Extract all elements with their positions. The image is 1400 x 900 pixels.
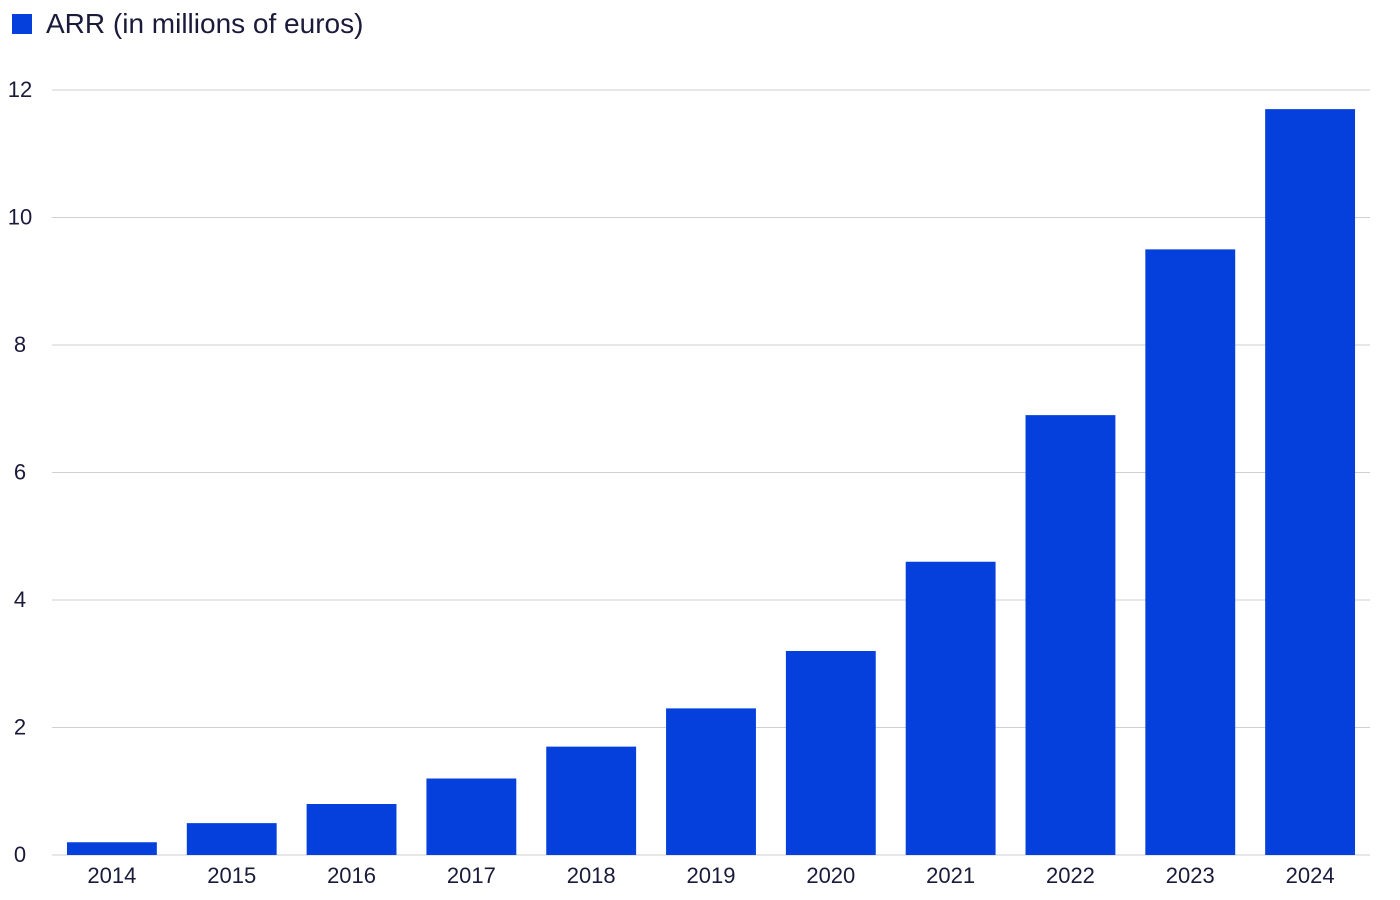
bar-2016 <box>306 804 397 855</box>
bar-2017 <box>426 778 517 855</box>
bar-2018 <box>546 746 637 855</box>
y-tick-label: 0 <box>14 842 26 867</box>
x-tick-label: 2021 <box>926 863 975 888</box>
chart-legend: ARR (in millions of euros) <box>12 8 363 40</box>
x-tick-label: 2023 <box>1166 863 1215 888</box>
x-axis-ticks: 2014 2015 2016 2017 2018 2019 2020 2021 2022 2023… <box>87 863 1334 888</box>
legend-swatch <box>12 14 32 34</box>
y-tick-label: 4 <box>14 587 26 612</box>
y-tick-label: 12 <box>8 77 32 102</box>
x-tick-label: 2019 <box>687 863 736 888</box>
bars <box>66 109 1356 855</box>
bar-2021 <box>905 561 996 855</box>
legend-label: ARR (in millions of euros) <box>46 8 364 39</box>
x-tick-label: 2014 <box>87 863 136 888</box>
x-tick-label: 2015 <box>207 863 256 888</box>
bar-2019 <box>666 708 756 855</box>
bar-2020 <box>785 651 876 855</box>
y-tick-label: 8 <box>14 332 26 357</box>
y-tick-label: 2 <box>14 715 26 740</box>
bar-2015 <box>186 823 277 855</box>
y-axis-ticks: 0 2 4 6 8 10 12 <box>8 77 32 867</box>
bar-2023 <box>1145 249 1236 855</box>
x-tick-label: 2020 <box>806 863 855 888</box>
x-tick-label: 2018 <box>567 863 616 888</box>
bar-2014 <box>66 842 157 855</box>
x-tick-label: 2016 <box>327 863 376 888</box>
bar-2024 <box>1265 109 1356 855</box>
x-tick-label: 2022 <box>1046 863 1095 888</box>
y-tick-label: 10 <box>8 205 32 230</box>
bar-2022 <box>1025 415 1116 855</box>
x-tick-label: 2017 <box>447 863 496 888</box>
y-tick-label: 6 <box>14 460 26 485</box>
x-tick-label: 2024 <box>1286 863 1335 888</box>
